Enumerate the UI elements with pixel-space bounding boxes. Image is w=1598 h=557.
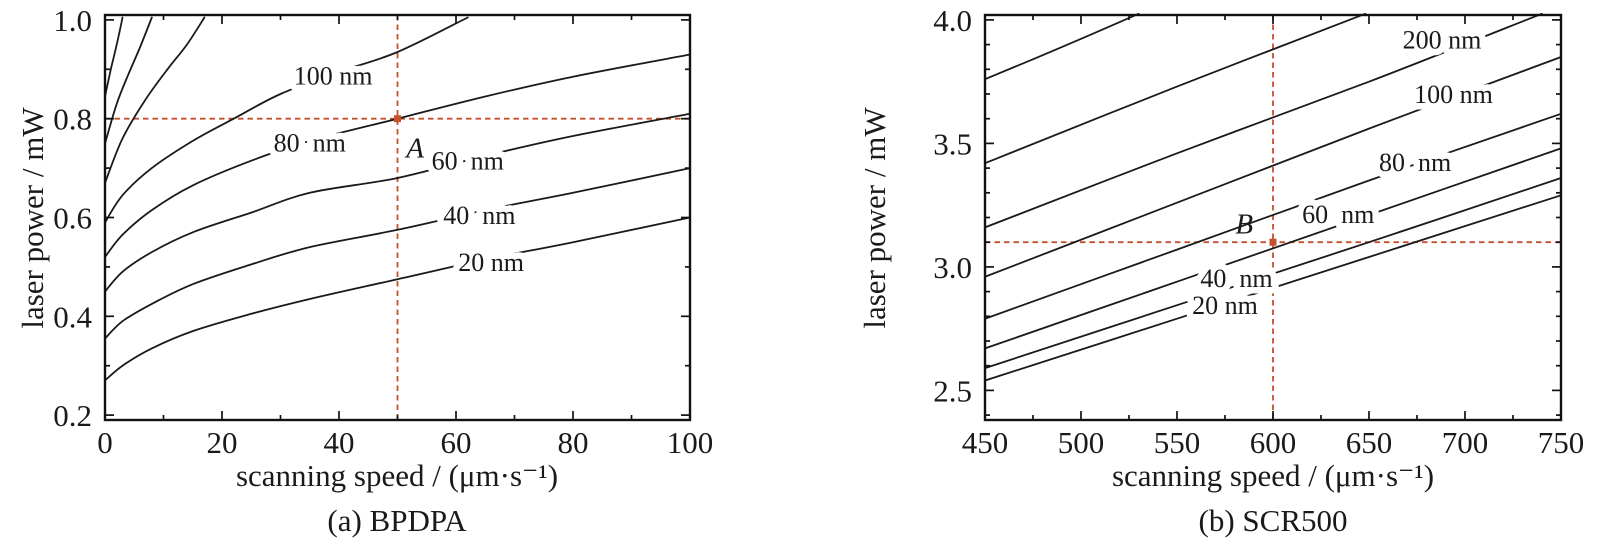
point-label-B: B xyxy=(1235,209,1253,241)
x-tick-label: 20 xyxy=(207,425,238,460)
chart-b-scr500: 450 500 550 600 650 700 750 2.5 3.0 3.5 4.0 20 nm 40… xyxy=(850,0,1598,557)
contour-linewidth-100-nm xyxy=(104,16,469,224)
contour-linewidth-60-nm xyxy=(984,147,1562,350)
y-tick-label: 0.2 xyxy=(53,398,92,433)
contour-label-40-nm: 40 nm xyxy=(443,201,515,230)
contour-label-80-nm: 80 nm xyxy=(274,128,346,157)
y-tick-label: 1.0 xyxy=(53,3,92,38)
contour-linewidth-20-nm xyxy=(984,194,1562,382)
contour-linewidth-40-nm xyxy=(984,177,1562,370)
x-tick-label: 80 xyxy=(558,425,589,460)
contour-labels: 20 nm 40 nm 60 nm 80 nm 100 nm xyxy=(267,55,530,284)
x-tick-label: 750 xyxy=(1538,425,1585,460)
contour-linewidth-80-nm xyxy=(984,112,1562,320)
tick-labels: 450 500 550 600 650 700 750 2.5 3.0 3.5 4.0 xyxy=(933,3,1584,460)
x-tick-label: 0 xyxy=(97,425,113,460)
contour-linewidth-40-nm xyxy=(104,167,691,340)
x-tick-label: 550 xyxy=(1154,425,1201,460)
x-tick-label: 100 xyxy=(667,425,714,460)
contour-linewidth-200-nm xyxy=(984,12,1543,229)
x-tick-label: 500 xyxy=(1058,425,1105,460)
contour-label-20-nm: 20 nm xyxy=(1192,291,1258,320)
contour-label-80-nm: 80 nm xyxy=(1379,148,1451,177)
contour-unlabeled-upper-contour-1 xyxy=(984,12,1367,165)
tick-labels: 0 20 40 60 80 100 0.2 0.4 0.6 0.8 1.0 xyxy=(53,3,713,460)
y-tick-label: 3.0 xyxy=(933,250,972,285)
chart-a-y-axis-title: laser power / mW xyxy=(15,107,50,329)
chart-b-plot-area: 450 500 550 600 650 700 750 2.5 3.0 3.5 4.0 20 nm40… xyxy=(933,3,1584,460)
contour-lines xyxy=(104,16,691,382)
point-label-A: A xyxy=(404,132,424,164)
contour-label-40-nm: 40 nm xyxy=(1200,264,1272,293)
crosshair-point: A xyxy=(394,115,424,164)
contour-linewidth-80-nm xyxy=(104,53,691,258)
y-tick-label: 3.5 xyxy=(933,126,972,161)
y-tick-label: 4.0 xyxy=(933,3,972,38)
contour-unlabeled-upper-contour-1 xyxy=(104,16,206,184)
contour-label-200-nm: 200 nm xyxy=(1403,26,1482,55)
crosshair-point: B xyxy=(1235,209,1277,246)
x-tick-label: 60 xyxy=(441,425,472,460)
chart-b-caption: (b) SCR500 xyxy=(1198,503,1348,538)
contour-unlabeled-upper-contour-2 xyxy=(984,12,1140,81)
y-tick-label: 0.6 xyxy=(53,201,92,236)
axis-ticks xyxy=(104,15,691,420)
chart-b-y-axis-title: laser power / mW xyxy=(857,107,892,329)
crosshair-B xyxy=(985,15,1561,420)
y-tick-label: 0.4 xyxy=(53,299,92,334)
x-tick-label: 40 xyxy=(324,425,355,460)
contour-linewidth-100-nm xyxy=(984,56,1562,278)
contour-unlabeled-upper-contour-2 xyxy=(104,16,153,145)
crosshair-A xyxy=(105,15,690,420)
chart-a-bpdpa: 0 20 40 60 80 100 0.2 0.4 0.6 0.8 1.0 20 nm 40 nm 60 … xyxy=(15,3,713,538)
crosshair-marker xyxy=(1269,238,1277,246)
chart-a-plot-area: 0 20 40 60 80 100 0.2 0.4 0.6 0.8 1.0 20 nm 40 nm 60 … xyxy=(53,3,713,460)
contour-label-60-nm: 60 nm xyxy=(1302,200,1374,229)
chart-a-x-axis-title: scanning speed / (μm·s⁻¹) xyxy=(235,458,559,493)
axis-ticks xyxy=(984,15,1562,420)
y-tick-label: 2.5 xyxy=(933,373,972,408)
crosshair-marker xyxy=(394,115,401,123)
x-tick-label: 600 xyxy=(1250,425,1297,460)
chart-b-x-axis-title: scanning speed / (μm·s⁻¹) xyxy=(1111,458,1435,493)
x-tick-label: 450 xyxy=(962,425,1009,460)
x-tick-label: 700 xyxy=(1442,425,1489,460)
chart-a-caption: (a) BPDPA xyxy=(327,503,467,538)
contour-label-60-nm: 60 nm xyxy=(432,147,504,176)
contour-label-100-nm: 100 nm xyxy=(294,61,373,90)
y-tick-label: 0.8 xyxy=(53,102,92,137)
contour-lines xyxy=(984,12,1562,382)
contour-unlabeled-upper-contour-3 xyxy=(104,16,124,98)
contour-linewidth-20-nm xyxy=(104,216,691,382)
contour-label-20-nm: 20 nm xyxy=(458,248,524,277)
contour-label-100-nm: 100 nm xyxy=(1414,80,1493,109)
x-tick-label: 650 xyxy=(1346,425,1393,460)
contour-linewidth-60-nm xyxy=(104,112,691,293)
